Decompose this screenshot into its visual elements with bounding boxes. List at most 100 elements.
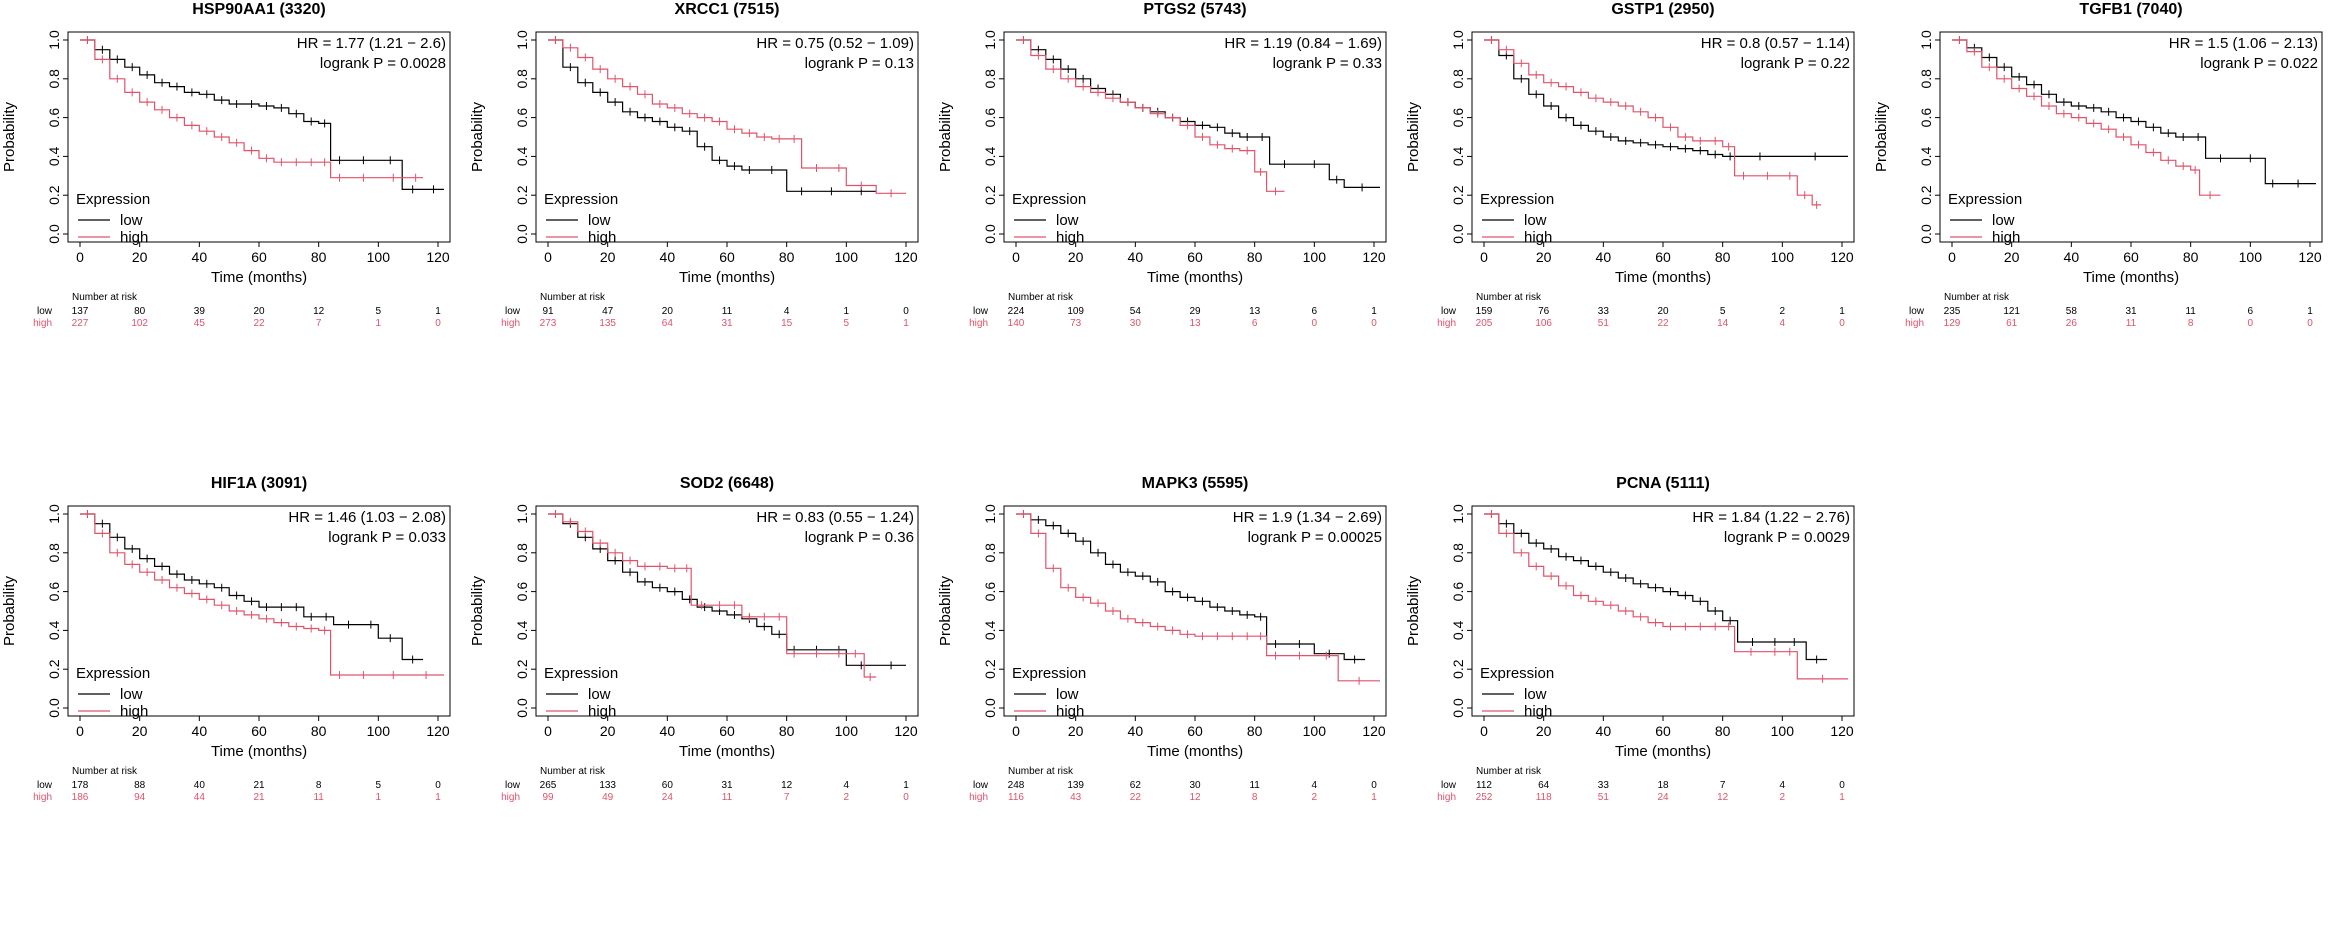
km-curve-low <box>1952 39 2316 185</box>
y-tick-label: 1.0 <box>46 30 62 50</box>
chart-title: GSTP1 (2950) <box>1611 1 1714 18</box>
risk-row-label-low: low <box>37 780 53 791</box>
x-tick-label: 40 <box>192 249 208 265</box>
y-tick-label: 0.8 <box>1450 69 1466 89</box>
y-tick-label: 1.0 <box>982 30 998 50</box>
hr-annotation: HR = 1.5 (1.06 − 2.13) <box>2169 35 2318 52</box>
risk-table-label: Number at risk <box>1476 766 1542 777</box>
risk-row-label-high: high <box>969 318 988 329</box>
x-tick-label: 80 <box>311 249 327 265</box>
km-curve-low <box>1016 513 1366 661</box>
x-tick-label: 60 <box>1655 249 1671 265</box>
x-tick-label: 40 <box>192 723 208 739</box>
legend-title: Expression <box>1948 191 2022 208</box>
risk-row-label-high: high <box>501 792 520 803</box>
x-tick-label: 80 <box>1247 723 1263 739</box>
chart-title: HSP90AA1 (3320) <box>192 1 325 18</box>
y-tick-label: 0.6 <box>1450 582 1466 602</box>
risk-count-high: 11 <box>313 792 324 803</box>
risk-count-low: 7 <box>1720 780 1726 791</box>
risk-count-low: 248 <box>1008 780 1025 791</box>
risk-count-high: 8 <box>1252 792 1258 803</box>
logrank-annotation: logrank P = 0.0029 <box>1724 529 1850 546</box>
risk-count-low: 76 <box>1538 306 1550 317</box>
y-tick-label: 1.0 <box>982 504 998 524</box>
risk-count-low: 5 <box>376 780 382 791</box>
x-tick-label: 100 <box>2239 249 2263 265</box>
hr-annotation: HR = 0.75 (0.52 − 1.09) <box>756 35 914 52</box>
y-tick-label: 0.8 <box>982 69 998 89</box>
risk-count-high: 135 <box>599 318 616 329</box>
chart-title: PTGS2 (5743) <box>1143 1 1246 18</box>
km-panel: MAPK3 (5595)0.00.20.40.60.81.00 20 40 60 80 1… <box>937 475 1387 803</box>
risk-count-high: 0 <box>1839 318 1845 329</box>
y-axis-label: Probability <box>937 101 954 172</box>
x-tick-label: 40 <box>1596 249 1612 265</box>
x-tick-label: 80 <box>779 723 795 739</box>
risk-count-high: 2 <box>1780 792 1786 803</box>
risk-count-high: 12 <box>1717 792 1729 803</box>
x-tick-label: 20 <box>1068 249 1084 265</box>
y-tick-label: 0.8 <box>46 543 62 563</box>
x-tick-label: 100 <box>835 249 859 265</box>
y-tick-label: 0.2 <box>514 659 530 679</box>
risk-count-low: 20 <box>662 306 674 317</box>
risk-count-high: 24 <box>662 792 674 803</box>
legend-label-low: low <box>588 686 611 703</box>
risk-row-label-high: high <box>1437 318 1456 329</box>
legend-label-high: high <box>588 703 616 720</box>
risk-count-low: 31 <box>2125 306 2137 317</box>
x-tick-label: 80 <box>2183 249 2199 265</box>
risk-count-low: 33 <box>1598 780 1610 791</box>
x-axis-label: Time (months) <box>1147 269 1243 286</box>
risk-count-high: 22 <box>253 318 265 329</box>
y-tick-label: 0.8 <box>514 543 530 563</box>
risk-count-low: 47 <box>602 306 614 317</box>
x-tick-label: 120 <box>426 249 450 265</box>
risk-row-label-low: low <box>1441 306 1457 317</box>
km-panel: GSTP1 (2950)0.00.20.40.60.81.00 20 40 60 80 1… <box>1405 1 1855 329</box>
x-tick-label: 120 <box>1362 723 1386 739</box>
risk-count-low: 1 <box>844 306 850 317</box>
x-tick-label: 20 <box>132 249 148 265</box>
risk-count-high: 252 <box>1476 792 1493 803</box>
risk-count-low: 60 <box>662 780 674 791</box>
y-axis-label: Probability <box>1 575 18 646</box>
risk-count-high: 61 <box>2006 318 2018 329</box>
risk-count-high: 22 <box>1130 792 1142 803</box>
x-axis-label: Time (months) <box>211 269 307 286</box>
risk-count-low: 11 <box>2185 306 2196 317</box>
y-tick-label: 0.4 <box>1918 146 1934 166</box>
risk-table-label: Number at risk <box>72 292 138 303</box>
logrank-annotation: logrank P = 0.022 <box>2200 55 2318 72</box>
x-tick-label: 20 <box>1536 249 1552 265</box>
x-tick-label: 0 <box>1480 723 1488 739</box>
risk-count-high: 26 <box>2066 318 2078 329</box>
chart-title: MAPK3 (5595) <box>1142 475 1249 492</box>
y-tick-label: 1.0 <box>46 504 62 524</box>
risk-count-low: 4 <box>844 780 850 791</box>
risk-count-low: 224 <box>1008 306 1025 317</box>
risk-count-low: 54 <box>1130 306 1142 317</box>
hr-annotation: HR = 1.19 (0.84 − 1.69) <box>1224 35 1382 52</box>
y-tick-label: 0.0 <box>514 698 530 718</box>
y-tick-label: 1.0 <box>1918 30 1934 50</box>
y-axis-label: Probability <box>1405 575 1422 646</box>
risk-table-label: Number at risk <box>72 766 138 777</box>
y-tick-label: 0.8 <box>514 69 530 89</box>
x-tick-label: 20 <box>600 723 616 739</box>
x-axis-label: Time (months) <box>1615 269 1711 286</box>
y-tick-label: 0.0 <box>982 698 998 718</box>
logrank-annotation: logrank P = 0.033 <box>328 529 446 546</box>
x-tick-label: 120 <box>426 723 450 739</box>
x-tick-label: 60 <box>2123 249 2139 265</box>
km-curve-high <box>1484 513 1848 680</box>
y-tick-label: 1.0 <box>514 30 530 50</box>
legend-label-high: high <box>588 229 616 246</box>
risk-count-high: 12 <box>1189 792 1201 803</box>
risk-count-high: 30 <box>1130 318 1142 329</box>
x-tick-label: 40 <box>660 723 676 739</box>
x-tick-label: 80 <box>1715 723 1731 739</box>
x-axis-label: Time (months) <box>2083 269 2179 286</box>
